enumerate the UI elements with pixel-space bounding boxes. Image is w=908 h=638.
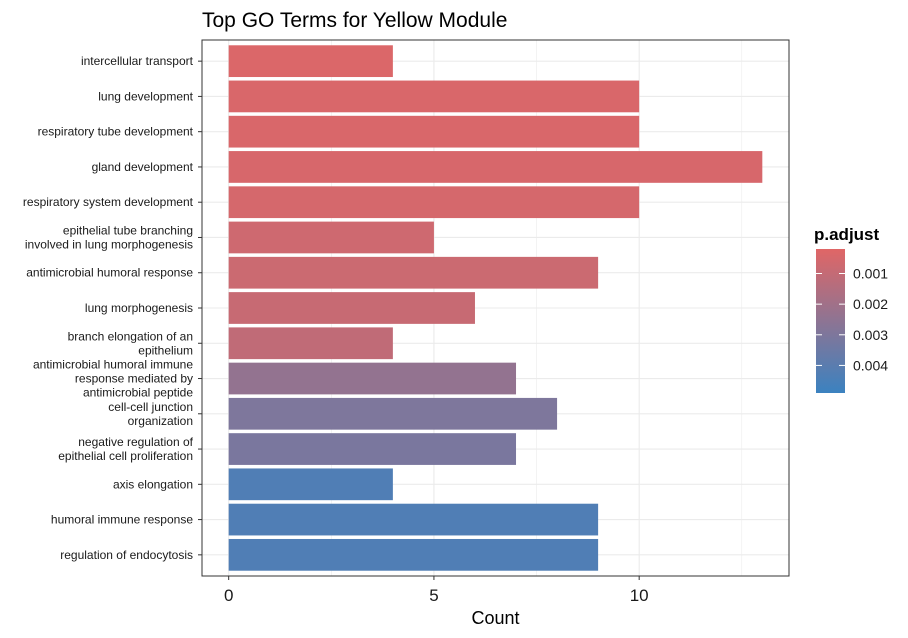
x-axis: 0 5 10 xyxy=(224,576,649,605)
bar xyxy=(228,256,599,289)
legend-tick-label: 0.003 xyxy=(853,327,888,343)
bars xyxy=(228,45,763,571)
bar xyxy=(228,115,640,148)
y-tick-label: antimicrobial humoral immune response med… xyxy=(33,358,193,400)
bar xyxy=(228,538,599,571)
y-tick-label: regulation of endocytosis xyxy=(60,548,193,562)
legend-colorbar xyxy=(816,249,845,393)
y-tick-label: epithelial tube branching involved in lun… xyxy=(25,223,193,251)
y-tick-label: negative regulation of epithelial cell pr… xyxy=(58,435,193,463)
x-tick-label: 0 xyxy=(224,586,233,605)
chart-title: Top GO Terms for Yellow Module xyxy=(202,9,507,32)
bar xyxy=(228,503,599,536)
bar xyxy=(228,292,475,324)
bar xyxy=(228,80,640,113)
bar xyxy=(228,45,393,78)
y-axis-labels: intercellular transport lung development r… xyxy=(23,54,202,562)
y-tick-label: lung development xyxy=(98,89,193,103)
y-tick-label: respiratory system development xyxy=(23,195,194,209)
bar xyxy=(228,221,434,254)
x-tick-label: 10 xyxy=(630,586,649,605)
bar xyxy=(228,151,763,183)
legend-ticks: 0.001 0.002 0.003 0.004 xyxy=(816,266,888,373)
y-tick-label: intercellular transport xyxy=(81,54,194,68)
y-tick-label: gland development xyxy=(92,160,194,174)
y-tick-label: axis elongation xyxy=(113,477,193,491)
y-tick-label: branch elongation of an epithelium xyxy=(68,329,193,357)
x-axis-title: Count xyxy=(471,608,519,628)
legend: p.adjust 0.001 0.002 0.003 0.004 xyxy=(814,225,888,393)
bar xyxy=(228,468,393,501)
bar xyxy=(228,327,393,360)
y-tick-label: respiratory tube development xyxy=(38,125,194,139)
y-tick-label: cell-cell junction organization xyxy=(108,400,193,428)
y-tick-label: lung morphogenesis xyxy=(85,301,193,315)
y-tick-label: antimicrobial humoral response xyxy=(26,266,193,280)
bar xyxy=(228,186,640,219)
legend-tick-label: 0.001 xyxy=(853,266,888,282)
bar xyxy=(228,397,558,430)
legend-tick-label: 0.002 xyxy=(853,296,888,312)
legend-title: p.adjust xyxy=(814,225,880,244)
bar xyxy=(228,433,517,465)
x-tick-label: 5 xyxy=(429,586,438,605)
legend-tick-label: 0.004 xyxy=(853,357,888,373)
y-tick-label: humoral immune response xyxy=(51,513,193,527)
bar xyxy=(228,362,517,395)
